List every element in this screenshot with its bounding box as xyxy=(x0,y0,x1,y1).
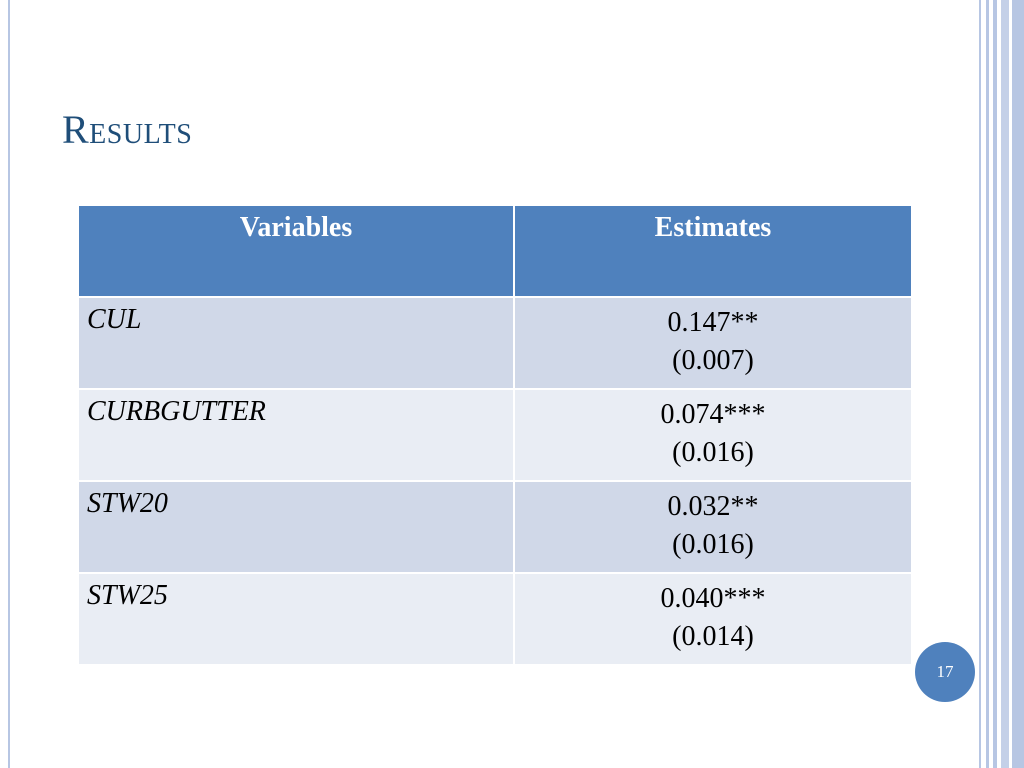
variable-cell: STW25 xyxy=(77,572,515,666)
page-number-badge: 17 xyxy=(915,642,975,702)
table-row: STW25 0.040*** (0.014) xyxy=(77,572,913,666)
header-variables: Variables xyxy=(77,204,515,298)
variable-cell: STW20 xyxy=(77,480,515,574)
standard-error: (0.014) xyxy=(672,621,754,652)
slide-title: Results xyxy=(62,107,193,152)
table-header-row: Variables Estimates xyxy=(77,204,913,298)
standard-error: (0.016) xyxy=(672,529,754,560)
table-row: CUL 0.147** (0.007) xyxy=(77,296,913,390)
table-row: CURBGUTTER 0.074*** (0.016) xyxy=(77,388,913,482)
right-decor-stripe xyxy=(979,0,981,768)
estimate-value: 0.040*** xyxy=(660,583,766,614)
estimate-cell: 0.074*** (0.016) xyxy=(513,388,913,482)
estimate-value: 0.032** xyxy=(667,491,759,522)
right-decor-stripe xyxy=(986,0,989,768)
standard-error: (0.016) xyxy=(672,437,754,468)
right-decor-stripe xyxy=(1012,0,1024,768)
estimate-cell: 0.032** (0.016) xyxy=(513,480,913,574)
right-decor-stripe xyxy=(1001,0,1009,768)
estimate-value: 0.147** xyxy=(667,307,759,338)
header-estimates: Estimates xyxy=(513,204,913,298)
standard-error: (0.007) xyxy=(672,345,754,376)
right-decor-stripe xyxy=(993,0,997,768)
estimate-value: 0.074*** xyxy=(660,399,766,430)
left-border-line xyxy=(8,0,10,768)
variable-cell: CUL xyxy=(77,296,515,390)
estimate-cell: 0.147** (0.007) xyxy=(513,296,913,390)
estimate-cell: 0.040*** (0.014) xyxy=(513,572,913,666)
results-table: Variables Estimates CUL 0.147** (0.007) … xyxy=(77,204,913,666)
table-row: STW20 0.032** (0.016) xyxy=(77,480,913,574)
variable-cell: CURBGUTTER xyxy=(77,388,515,482)
